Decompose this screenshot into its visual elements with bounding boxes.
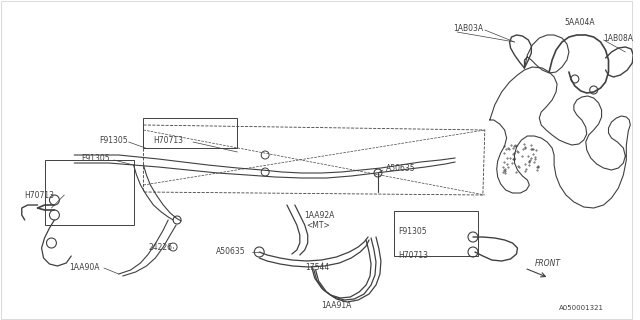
Text: 1AA92A: 1AA92A [304, 211, 334, 220]
Text: A50635: A50635 [386, 164, 415, 172]
Text: F91305: F91305 [399, 228, 428, 236]
Text: 24226: 24226 [148, 243, 172, 252]
Text: 1AB08A: 1AB08A [604, 34, 634, 43]
Text: H70713: H70713 [399, 251, 429, 260]
Text: A050001321: A050001321 [559, 305, 604, 311]
Text: 1AB03A: 1AB03A [453, 23, 483, 33]
Text: 1AA91A: 1AA91A [321, 300, 351, 309]
Text: <MT>: <MT> [307, 220, 330, 229]
Text: 5AA04A: 5AA04A [564, 18, 595, 27]
Text: 1AA90A: 1AA90A [69, 263, 100, 273]
Text: FRONT: FRONT [534, 259, 560, 268]
Text: A50635: A50635 [216, 247, 245, 257]
Bar [394, 211, 478, 256]
Text: 17544: 17544 [305, 263, 329, 273]
Text: H70713: H70713 [154, 135, 184, 145]
Text: H70713: H70713 [25, 190, 55, 199]
Text: F91305: F91305 [99, 135, 127, 145]
Text: F91305: F91305 [81, 154, 110, 163]
Bar [45, 160, 134, 225]
Bar [143, 118, 237, 148]
